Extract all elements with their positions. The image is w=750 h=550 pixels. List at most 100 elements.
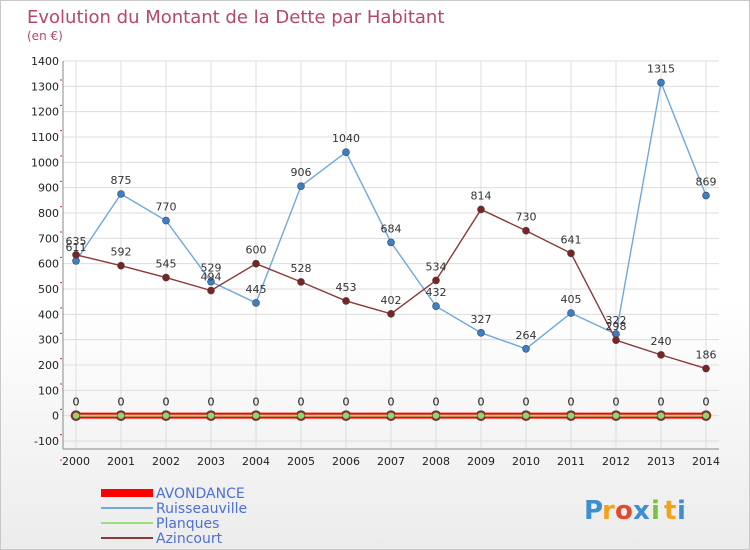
data-label: 0 — [658, 396, 665, 409]
chart-title: Evolution du Montant de la Dette par Hab… — [27, 7, 444, 28]
data-point-planques — [297, 411, 305, 420]
x-tick-label: 2004 — [242, 455, 270, 468]
data-label: 0 — [613, 396, 620, 409]
data-label: 0 — [343, 396, 350, 409]
data-point-ruisseauville — [117, 190, 125, 198]
data-label: 0 — [253, 396, 260, 409]
logo-letter: o — [615, 496, 633, 526]
data-label: 327 — [471, 313, 492, 326]
data-label: 0 — [208, 396, 215, 409]
data-label: 529 — [201, 262, 222, 275]
y-tick-label: 800 — [38, 207, 59, 220]
data-point-azincourt — [387, 310, 395, 318]
y-tick-label: 1100 — [31, 131, 59, 144]
data-label: 0 — [523, 396, 530, 409]
data-point-planques — [567, 411, 575, 420]
data-label: 0 — [703, 396, 710, 409]
y-tick-label: 400 — [38, 308, 59, 321]
data-label: 875 — [111, 174, 132, 187]
data-label: 0 — [433, 396, 440, 409]
data-label: 453 — [336, 281, 357, 294]
logo-letter: i — [677, 496, 686, 526]
data-label: 240 — [651, 335, 672, 348]
data-label: 1315 — [647, 63, 675, 76]
data-point-azincourt — [72, 251, 80, 259]
data-label: 600 — [246, 244, 267, 257]
y-tick-label: 500 — [38, 283, 59, 296]
data-label: 534 — [426, 260, 447, 273]
data-label: 0 — [163, 396, 170, 409]
axes: -100010020030040050060070080090010001100… — [31, 55, 720, 468]
data-point-planques — [342, 411, 350, 420]
logo-letter: x — [633, 496, 650, 526]
data-label: 545 — [156, 258, 177, 271]
data-label: 405 — [561, 293, 582, 306]
data-label: 1040 — [332, 132, 360, 145]
x-tick-label: 2005 — [287, 455, 315, 468]
legend-label: Planques — [156, 516, 219, 532]
data-point-planques — [522, 411, 530, 420]
data-point-azincourt — [117, 261, 125, 270]
data-point-azincourt — [702, 364, 710, 373]
x-tick-label: 2009 — [467, 455, 495, 468]
data-label: 445 — [246, 283, 267, 296]
y-tick-label: -100 — [34, 435, 59, 448]
data-point-planques — [432, 411, 440, 420]
data-point-ruisseauville — [522, 344, 530, 353]
y-tick-label: 600 — [38, 258, 59, 271]
x-tick-label: 2006 — [332, 455, 360, 468]
data-point-azincourt — [432, 276, 440, 285]
logo-letter: P — [584, 496, 603, 526]
data-label: 0 — [73, 396, 80, 409]
x-tick-label: 2007 — [377, 455, 405, 468]
data-label: 0 — [703, 396, 710, 409]
data-label: 592 — [111, 246, 132, 259]
logo-letter: i — [651, 496, 660, 526]
data-label: 0 — [388, 396, 395, 409]
data-label: 298 — [606, 320, 627, 333]
x-tick-label: 2001 — [107, 455, 135, 468]
data-label: 611 — [66, 241, 87, 254]
data-point-planques — [612, 411, 620, 420]
data-point-ruisseauville — [477, 329, 485, 337]
data-point-ruisseauville — [702, 191, 710, 200]
data-point-azincourt — [342, 297, 350, 305]
data-point-ruisseauville — [342, 148, 350, 156]
data-label: 0 — [298, 396, 305, 409]
data-label: 0 — [253, 396, 260, 409]
data-label: 322 — [606, 314, 627, 327]
legend-label: Azincourt — [156, 531, 223, 547]
data-point-ruisseauville — [297, 182, 305, 190]
data-label: 0 — [433, 396, 440, 409]
data-label: 0 — [343, 396, 350, 409]
x-tick-label: 2003 — [197, 455, 225, 468]
data-label: 494 — [201, 271, 222, 284]
data-point-planques — [387, 411, 395, 420]
data-label: 264 — [516, 329, 537, 342]
data-point-ruisseauville — [567, 309, 575, 317]
gridlines — [63, 60, 719, 449]
y-tick-label: 1000 — [31, 156, 59, 169]
data-point-ruisseauville — [432, 302, 440, 311]
data-label: 730 — [516, 211, 537, 224]
data-label: 528 — [291, 262, 312, 275]
data-point-planques — [252, 411, 260, 420]
data-point-planques — [657, 411, 665, 420]
data-point-azincourt — [207, 286, 215, 295]
data-point-ruisseauville — [207, 277, 215, 286]
data-point-azincourt — [567, 249, 575, 258]
data-label: 0 — [568, 396, 575, 409]
y-tick-label: 1200 — [31, 106, 59, 119]
chart-subtitle: (en €) — [27, 29, 63, 43]
x-tick-label: 2014 — [692, 455, 720, 468]
x-tick-label: 2010 — [512, 455, 540, 468]
y-tick-label: 700 — [38, 232, 59, 245]
data-label: 770 — [156, 201, 177, 214]
data-label: 0 — [208, 396, 215, 409]
data-point-azincourt — [477, 205, 485, 214]
data-label: 0 — [73, 396, 80, 409]
data-label: 684 — [381, 222, 402, 235]
